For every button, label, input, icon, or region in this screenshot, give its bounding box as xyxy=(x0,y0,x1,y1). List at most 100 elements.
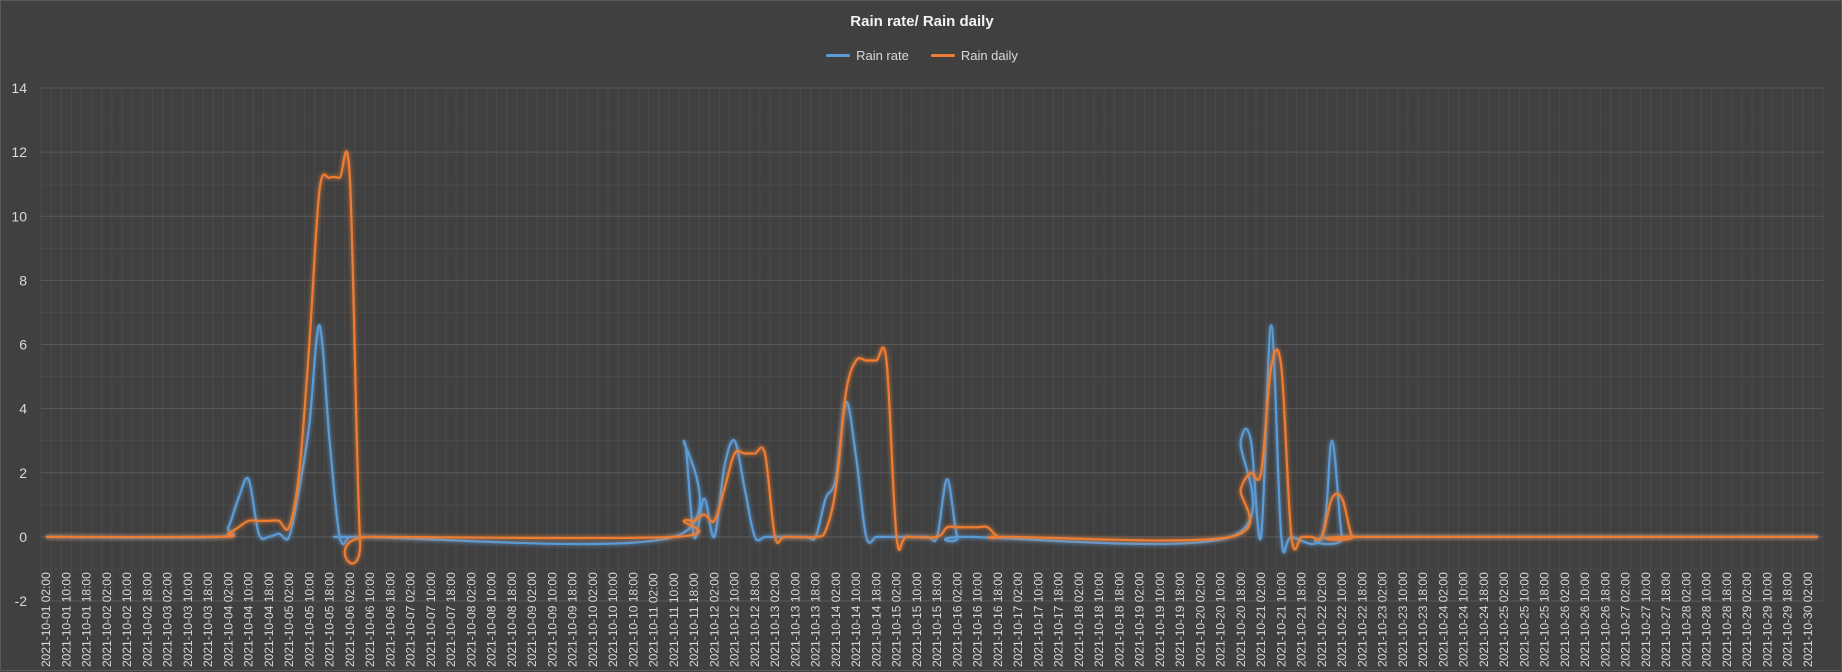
x-tick-label: 2021-10-19 18:00 xyxy=(1173,572,1187,667)
x-tick-label: 2021-10-06 10:00 xyxy=(363,572,377,667)
x-tick-label: 2021-10-21 10:00 xyxy=(1274,572,1288,667)
x-tick-label: 2021-10-17 18:00 xyxy=(1052,572,1066,667)
series-line-rain-daily[interactable] xyxy=(46,150,1818,565)
x-tick-label: 2021-10-13 18:00 xyxy=(809,572,823,667)
x-tick-label: 2021-10-08 02:00 xyxy=(464,572,478,667)
x-tick-label: 2021-10-21 18:00 xyxy=(1295,572,1309,667)
x-tick-label: 2021-10-25 02:00 xyxy=(1497,572,1511,667)
x-tick-label: 2021-10-19 10:00 xyxy=(1153,572,1167,667)
x-tick-label: 2021-10-07 02:00 xyxy=(404,572,418,667)
x-tick-label: 2021-10-10 18:00 xyxy=(626,572,640,667)
x-tick-label: 2021-10-08 10:00 xyxy=(485,572,499,667)
legend-item-rain-rate[interactable]: Rain rate xyxy=(826,48,909,63)
x-tick-label: 2021-10-16 10:00 xyxy=(971,572,985,667)
chart-title: Rain rate/ Rain daily xyxy=(850,13,994,30)
x-tick-label: 2021-10-16 02:00 xyxy=(950,572,964,667)
x-tick-label: 2021-10-20 10:00 xyxy=(1214,572,1228,667)
x-tick-label: 2021-10-06 18:00 xyxy=(383,572,397,667)
x-tick-label: 2021-10-15 02:00 xyxy=(890,572,904,667)
x-tick-label: 2021-10-03 02:00 xyxy=(161,572,175,667)
x-tick-label: 2021-10-04 18:00 xyxy=(262,572,276,667)
x-tick-label: 2021-10-30 02:00 xyxy=(1801,572,1815,667)
x-tick-label: 2021-10-18 18:00 xyxy=(1112,572,1126,667)
x-tick-label: 2021-10-14 18:00 xyxy=(869,572,883,667)
y-tick-label: 14 xyxy=(11,80,27,96)
x-tick-label: 2021-10-17 10:00 xyxy=(1031,572,1045,667)
x-tick-label: 2021-10-15 10:00 xyxy=(910,572,924,667)
x-tick-label: 2021-10-23 02:00 xyxy=(1376,572,1390,667)
series-line-rain-rate[interactable] xyxy=(46,324,1818,554)
x-tick-label: 2021-10-03 18:00 xyxy=(201,572,215,667)
x-tick-label: 2021-10-20 02:00 xyxy=(1193,572,1207,667)
legend-swatch-rain-daily xyxy=(930,54,955,57)
x-tick-label: 2021-10-05 02:00 xyxy=(282,572,296,667)
x-tick-label: 2021-10-17 02:00 xyxy=(1011,572,1025,667)
x-tick-label: 2021-10-27 18:00 xyxy=(1659,572,1673,667)
x-tick-label: 2021-10-22 10:00 xyxy=(1335,572,1349,667)
x-tick-label: 2021-10-27 10:00 xyxy=(1639,572,1653,667)
x-tick-label: 2021-10-25 18:00 xyxy=(1538,572,1552,667)
x-tick-label: 2021-10-26 10:00 xyxy=(1578,572,1592,667)
x-tick-label: 2021-10-11 10:00 xyxy=(667,573,681,667)
y-tick-label: 8 xyxy=(19,272,27,288)
x-tick-label: 2021-10-07 18:00 xyxy=(444,572,458,667)
x-tick-label: 2021-10-24 02:00 xyxy=(1436,572,1450,667)
x-tick-label: 2021-10-23 10:00 xyxy=(1396,572,1410,667)
x-tick-label: 2021-10-14 02:00 xyxy=(829,572,843,667)
x-tick-label: 2021-10-28 10:00 xyxy=(1700,572,1714,667)
x-tick-label: 2021-10-26 18:00 xyxy=(1598,572,1612,667)
x-tick-label: 2021-10-18 10:00 xyxy=(1092,572,1106,667)
x-tick-label: 2021-10-21 02:00 xyxy=(1254,572,1268,667)
y-tick-label: 6 xyxy=(19,337,27,353)
x-tick-label: 2021-10-27 02:00 xyxy=(1619,572,1633,667)
x-tick-label: 2021-10-04 10:00 xyxy=(242,572,256,667)
x-tick-label: 2021-10-26 02:00 xyxy=(1558,572,1572,667)
x-tick-label: 2021-10-11 02:00 xyxy=(647,573,661,667)
x-tick-label: 2021-10-13 10:00 xyxy=(788,572,802,667)
x-tick-label: 2021-10-07 10:00 xyxy=(424,572,438,667)
x-tick-label: 2021-10-20 18:00 xyxy=(1234,572,1248,667)
x-tick-label: 2021-10-29 02:00 xyxy=(1740,572,1754,667)
x-tick-label: 2021-10-22 02:00 xyxy=(1315,572,1329,667)
x-tick-label: 2021-10-09 10:00 xyxy=(545,572,559,667)
y-tick-label: -2 xyxy=(15,593,28,609)
x-tick-label: 2021-10-09 02:00 xyxy=(525,572,539,667)
y-tick-label: 2 xyxy=(19,465,27,481)
x-tick-label: 2021-10-28 18:00 xyxy=(1720,572,1734,667)
x-tick-label: 2021-10-01 10:00 xyxy=(59,572,73,667)
x-tick-label: 2021-10-28 02:00 xyxy=(1679,572,1693,667)
x-tick-label: 2021-10-14 10:00 xyxy=(849,572,863,667)
x-tick-label: 2021-10-16 18:00 xyxy=(991,572,1005,667)
y-tick-label: 12 xyxy=(11,144,27,160)
x-tick-label: 2021-10-25 10:00 xyxy=(1517,572,1531,667)
y-tick-label: 4 xyxy=(19,401,27,417)
x-tick-label: 2021-10-12 10:00 xyxy=(728,572,742,667)
legend-item-rain-daily[interactable]: Rain daily xyxy=(930,48,1018,63)
legend-swatch-rain-rate xyxy=(826,54,851,57)
x-tick-label: 2021-10-03 10:00 xyxy=(181,572,195,667)
x-tick-label: 2021-10-12 02:00 xyxy=(707,572,721,667)
x-tick-label: 2021-10-05 18:00 xyxy=(323,572,337,667)
x-tick-label: 2021-10-18 02:00 xyxy=(1072,572,1086,667)
x-tick-label: 2021-10-23 18:00 xyxy=(1416,572,1430,667)
x-tick-label: 2021-10-06 02:00 xyxy=(343,572,357,667)
y-tick-label: 0 xyxy=(19,529,27,545)
x-tick-label: 2021-10-12 18:00 xyxy=(748,572,762,667)
x-tick-label: 2021-10-01 02:00 xyxy=(39,572,53,667)
x-tick-label: 2021-10-13 02:00 xyxy=(768,572,782,667)
x-tick-label: 2021-10-29 18:00 xyxy=(1781,572,1795,667)
x-tick-label: 2021-10-02 10:00 xyxy=(120,572,134,667)
x-tick-label: 2021-10-01 18:00 xyxy=(80,572,94,667)
x-tick-label: 2021-10-08 18:00 xyxy=(505,572,519,667)
x-tick-label: 2021-10-24 10:00 xyxy=(1457,572,1471,667)
x-tick-label: 2021-10-02 02:00 xyxy=(100,572,114,667)
x-tick-label: 2021-10-10 10:00 xyxy=(606,572,620,667)
x-tick-label: 2021-10-15 18:00 xyxy=(930,572,944,667)
x-tick-label: 2021-10-05 10:00 xyxy=(302,572,316,667)
x-tick-label: 2021-10-24 18:00 xyxy=(1477,572,1491,667)
x-tick-label: 2021-10-22 18:00 xyxy=(1355,572,1369,667)
legend-label-rain-rate: Rain rate xyxy=(856,48,909,63)
x-tick-label: 2021-10-02 18:00 xyxy=(140,572,154,667)
